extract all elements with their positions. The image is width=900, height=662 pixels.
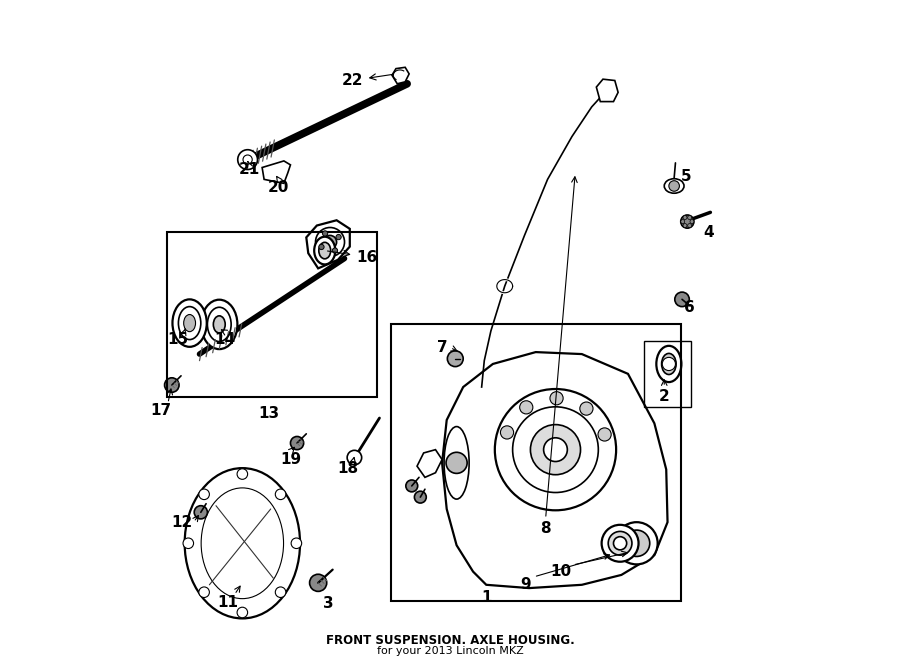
Bar [391,324,680,601]
Circle shape [544,438,567,461]
Circle shape [500,426,514,439]
Text: 3: 3 [323,596,333,611]
Circle shape [347,450,362,465]
Ellipse shape [184,314,195,332]
Circle shape [237,469,248,479]
Circle shape [447,351,464,367]
Text: FRONT SUSPENSION. AXLE HOUSING.: FRONT SUSPENSION. AXLE HOUSING. [326,634,574,647]
Circle shape [550,392,563,405]
Circle shape [310,574,327,591]
Circle shape [680,220,685,224]
Circle shape [194,506,207,519]
Text: 12: 12 [171,514,193,530]
Circle shape [275,587,286,598]
Bar [644,341,690,407]
Circle shape [237,607,248,618]
Circle shape [624,530,650,557]
Text: 16: 16 [328,250,378,265]
Bar [166,232,377,397]
Ellipse shape [662,354,676,375]
Text: 22: 22 [341,73,393,88]
Text: 15: 15 [167,332,188,347]
Text: 19: 19 [280,452,301,467]
Text: 5: 5 [680,169,691,183]
Polygon shape [597,79,618,101]
Text: 7: 7 [436,340,447,355]
Circle shape [513,407,599,493]
Circle shape [183,538,194,549]
Circle shape [688,216,691,220]
Circle shape [519,401,533,414]
Ellipse shape [319,242,330,259]
Polygon shape [262,161,291,183]
Ellipse shape [444,426,469,499]
Ellipse shape [201,488,284,598]
Circle shape [238,150,257,169]
Ellipse shape [314,237,336,264]
Circle shape [690,220,694,224]
Ellipse shape [207,307,231,342]
Text: 11: 11 [217,595,239,610]
Text: 21: 21 [238,162,259,177]
Text: 1: 1 [482,591,492,606]
Circle shape [165,378,179,393]
Circle shape [336,234,341,240]
Circle shape [319,244,324,250]
Circle shape [669,181,680,191]
Polygon shape [442,352,668,588]
Ellipse shape [664,179,684,193]
Circle shape [495,389,617,510]
Text: 6: 6 [684,301,695,315]
Circle shape [580,402,593,415]
Text: 8: 8 [540,521,551,536]
Text: 14: 14 [214,332,235,347]
Circle shape [322,231,328,236]
Circle shape [414,491,427,503]
Circle shape [614,537,626,550]
Text: 18: 18 [338,461,358,475]
Ellipse shape [184,468,300,618]
Ellipse shape [173,299,207,347]
Circle shape [662,357,676,371]
Circle shape [316,228,345,256]
Text: 9: 9 [520,577,531,592]
Ellipse shape [656,346,681,382]
Circle shape [243,155,252,164]
Text: for your 2013 Lincoln MKZ: for your 2013 Lincoln MKZ [376,646,524,657]
Circle shape [601,525,638,562]
Circle shape [683,216,687,220]
Circle shape [598,428,611,441]
Text: 4: 4 [704,224,715,240]
Circle shape [332,248,338,253]
Text: 17: 17 [150,402,172,418]
Text: 20: 20 [268,180,289,195]
Circle shape [199,587,210,598]
Circle shape [291,436,303,449]
Circle shape [688,224,691,228]
Polygon shape [392,68,410,84]
Circle shape [675,292,689,307]
Text: 13: 13 [258,406,279,421]
Circle shape [530,424,581,475]
Circle shape [199,489,210,500]
Circle shape [616,522,658,565]
Ellipse shape [201,300,238,349]
Ellipse shape [178,307,201,340]
Circle shape [323,236,337,249]
Circle shape [683,224,687,228]
Ellipse shape [213,316,225,333]
Circle shape [275,489,286,500]
Circle shape [680,215,694,228]
Circle shape [406,480,418,492]
Circle shape [608,532,632,555]
Polygon shape [306,220,350,268]
Text: 2: 2 [659,389,670,404]
Text: 10: 10 [550,564,572,579]
Circle shape [291,538,302,549]
Circle shape [446,452,467,473]
Polygon shape [417,449,442,477]
